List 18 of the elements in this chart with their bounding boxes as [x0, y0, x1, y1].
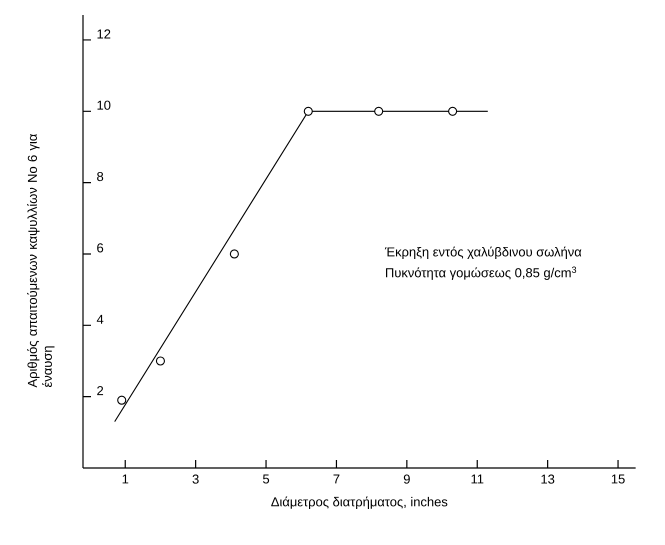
x-axis-title: Διάμετρος διατρήματος, inches [271, 496, 448, 509]
annotation: Έκρηξη εντός χαλύβδινου σωλήνα [384, 246, 582, 260]
y-tick-label: 4 [96, 314, 104, 324]
x-tick-label: 5 [262, 474, 270, 484]
x-tick-label: 11 [472, 474, 484, 484]
x-tick-label: 15 [612, 474, 625, 484]
x-tick-label: 9 [404, 474, 410, 484]
y-tick-label: 6 [97, 243, 104, 252]
y-axis-title: Αριθμός απαιτούμενων καψυλλίων No 6 για έναυση [27, 134, 54, 388]
y-tick-label: 10 [98, 100, 110, 110]
y-tick-label: 2 [97, 386, 104, 396]
x-tick-label: 7 [334, 474, 340, 484]
annotation: Πυκνότητα γομώσεως 0,85 g/cm$^{3}$ [386, 266, 576, 280]
x-tick-label: 3 [192, 474, 199, 484]
x-tick-label: 1 [122, 474, 128, 484]
y-tick-label: 12 [98, 29, 110, 38]
y-tick-label: 8 [97, 172, 104, 182]
x-tick-label: 13 [541, 474, 554, 484]
